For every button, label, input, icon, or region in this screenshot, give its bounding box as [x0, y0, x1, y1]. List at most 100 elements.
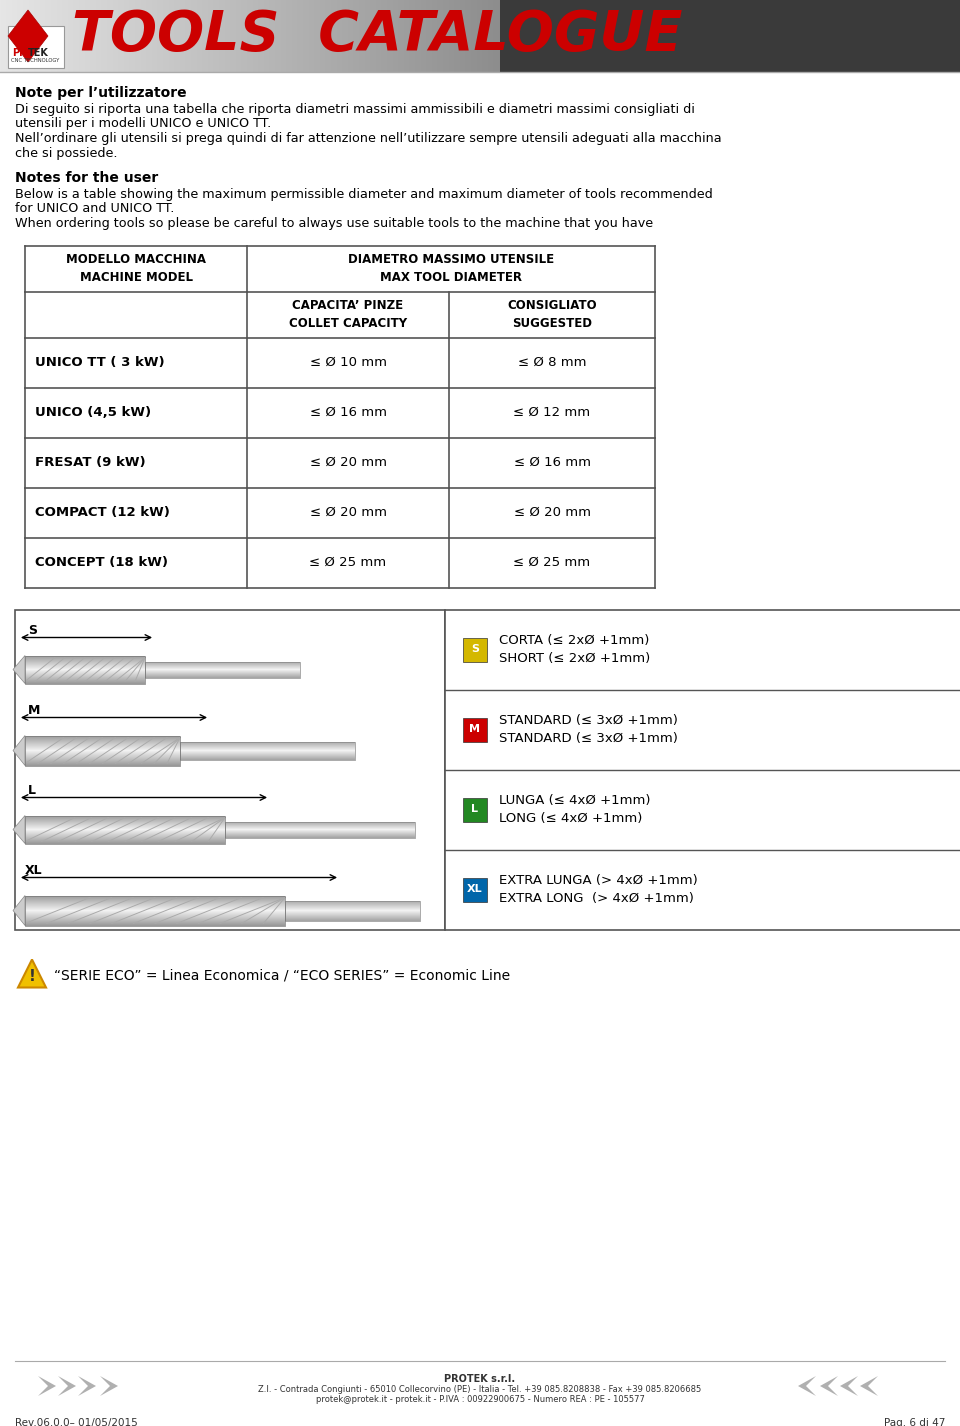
Bar: [145, 0, 146, 71]
Bar: [118, 0, 119, 71]
Bar: [361, 0, 362, 71]
Bar: [260, 0, 261, 71]
Bar: [388, 0, 389, 71]
Bar: [136, 0, 137, 71]
Polygon shape: [860, 1376, 878, 1396]
Bar: [310, 0, 311, 71]
Bar: [274, 0, 275, 71]
Bar: [155, 0, 156, 71]
Bar: [210, 0, 211, 71]
Bar: [381, 0, 382, 71]
Bar: [322, 0, 323, 71]
Text: CONSIGLIATO
SUGGESTED: CONSIGLIATO SUGGESTED: [507, 299, 597, 329]
Bar: [38, 0, 39, 71]
Bar: [296, 0, 297, 71]
Bar: [29, 0, 30, 71]
Bar: [393, 0, 394, 71]
Bar: [109, 0, 110, 71]
Bar: [430, 0, 431, 71]
Bar: [256, 0, 257, 71]
Bar: [281, 0, 282, 71]
Bar: [314, 0, 315, 71]
Bar: [481, 0, 482, 71]
Bar: [105, 0, 106, 71]
Bar: [167, 0, 168, 71]
Bar: [357, 0, 358, 71]
Bar: [434, 0, 435, 71]
Polygon shape: [820, 1376, 838, 1396]
Bar: [244, 0, 245, 71]
Polygon shape: [78, 1376, 96, 1396]
Bar: [106, 0, 107, 71]
Bar: [67, 0, 68, 71]
Bar: [379, 0, 380, 71]
Bar: [482, 0, 483, 71]
Bar: [292, 0, 293, 71]
Bar: [423, 0, 424, 71]
Bar: [385, 0, 386, 71]
Text: S: S: [471, 645, 479, 655]
Bar: [241, 0, 242, 71]
Text: che si possiede.: che si possiede.: [15, 147, 117, 160]
Bar: [276, 0, 277, 71]
Bar: [325, 0, 326, 71]
Bar: [307, 0, 308, 71]
Bar: [479, 0, 480, 71]
Bar: [208, 0, 209, 71]
Bar: [4, 0, 5, 71]
Bar: [366, 0, 367, 71]
Bar: [463, 877, 487, 901]
Bar: [201, 0, 202, 71]
Bar: [128, 0, 129, 71]
Bar: [293, 0, 294, 71]
Bar: [485, 0, 486, 71]
Bar: [487, 0, 488, 71]
Bar: [284, 0, 285, 71]
Bar: [25, 896, 285, 925]
Bar: [25, 656, 145, 683]
Bar: [143, 0, 144, 71]
Bar: [117, 0, 118, 71]
Bar: [102, 0, 103, 71]
Bar: [164, 0, 165, 71]
Bar: [122, 0, 123, 71]
Bar: [222, 0, 223, 71]
Bar: [347, 0, 348, 71]
Bar: [159, 0, 160, 71]
Polygon shape: [38, 1376, 56, 1396]
Bar: [30, 0, 31, 71]
Bar: [123, 0, 124, 71]
Text: ≤ Ø 25 mm: ≤ Ø 25 mm: [309, 556, 387, 569]
Bar: [54, 0, 55, 71]
Bar: [320, 0, 321, 71]
Bar: [291, 0, 292, 71]
Bar: [278, 0, 279, 71]
Bar: [33, 0, 34, 71]
Bar: [341, 0, 342, 71]
Bar: [225, 0, 226, 71]
Bar: [309, 0, 310, 71]
Bar: [463, 637, 487, 662]
Text: “SERIE ECO” = Linea Economica / “ECO SERIES” = Economic Line: “SERIE ECO” = Linea Economica / “ECO SER…: [54, 968, 510, 983]
Bar: [452, 0, 453, 71]
Bar: [218, 0, 219, 71]
Text: protek@protek.it - protek.it - P.IVA : 00922900675 - Numero REA : PE - 105577: protek@protek.it - protek.it - P.IVA : 0…: [316, 1395, 644, 1405]
Bar: [112, 0, 113, 71]
Bar: [63, 0, 64, 71]
Bar: [249, 0, 250, 71]
Bar: [458, 0, 459, 71]
Bar: [77, 0, 78, 71]
Bar: [409, 0, 410, 71]
Bar: [444, 0, 445, 71]
Bar: [451, 0, 452, 71]
Bar: [84, 0, 85, 71]
Bar: [496, 0, 497, 71]
Bar: [326, 0, 327, 71]
Bar: [429, 0, 430, 71]
Polygon shape: [840, 1376, 858, 1396]
Bar: [493, 0, 494, 71]
Bar: [152, 0, 153, 71]
Text: ≤ Ø 20 mm: ≤ Ø 20 mm: [309, 456, 387, 469]
Bar: [7, 0, 8, 71]
Bar: [107, 0, 108, 71]
